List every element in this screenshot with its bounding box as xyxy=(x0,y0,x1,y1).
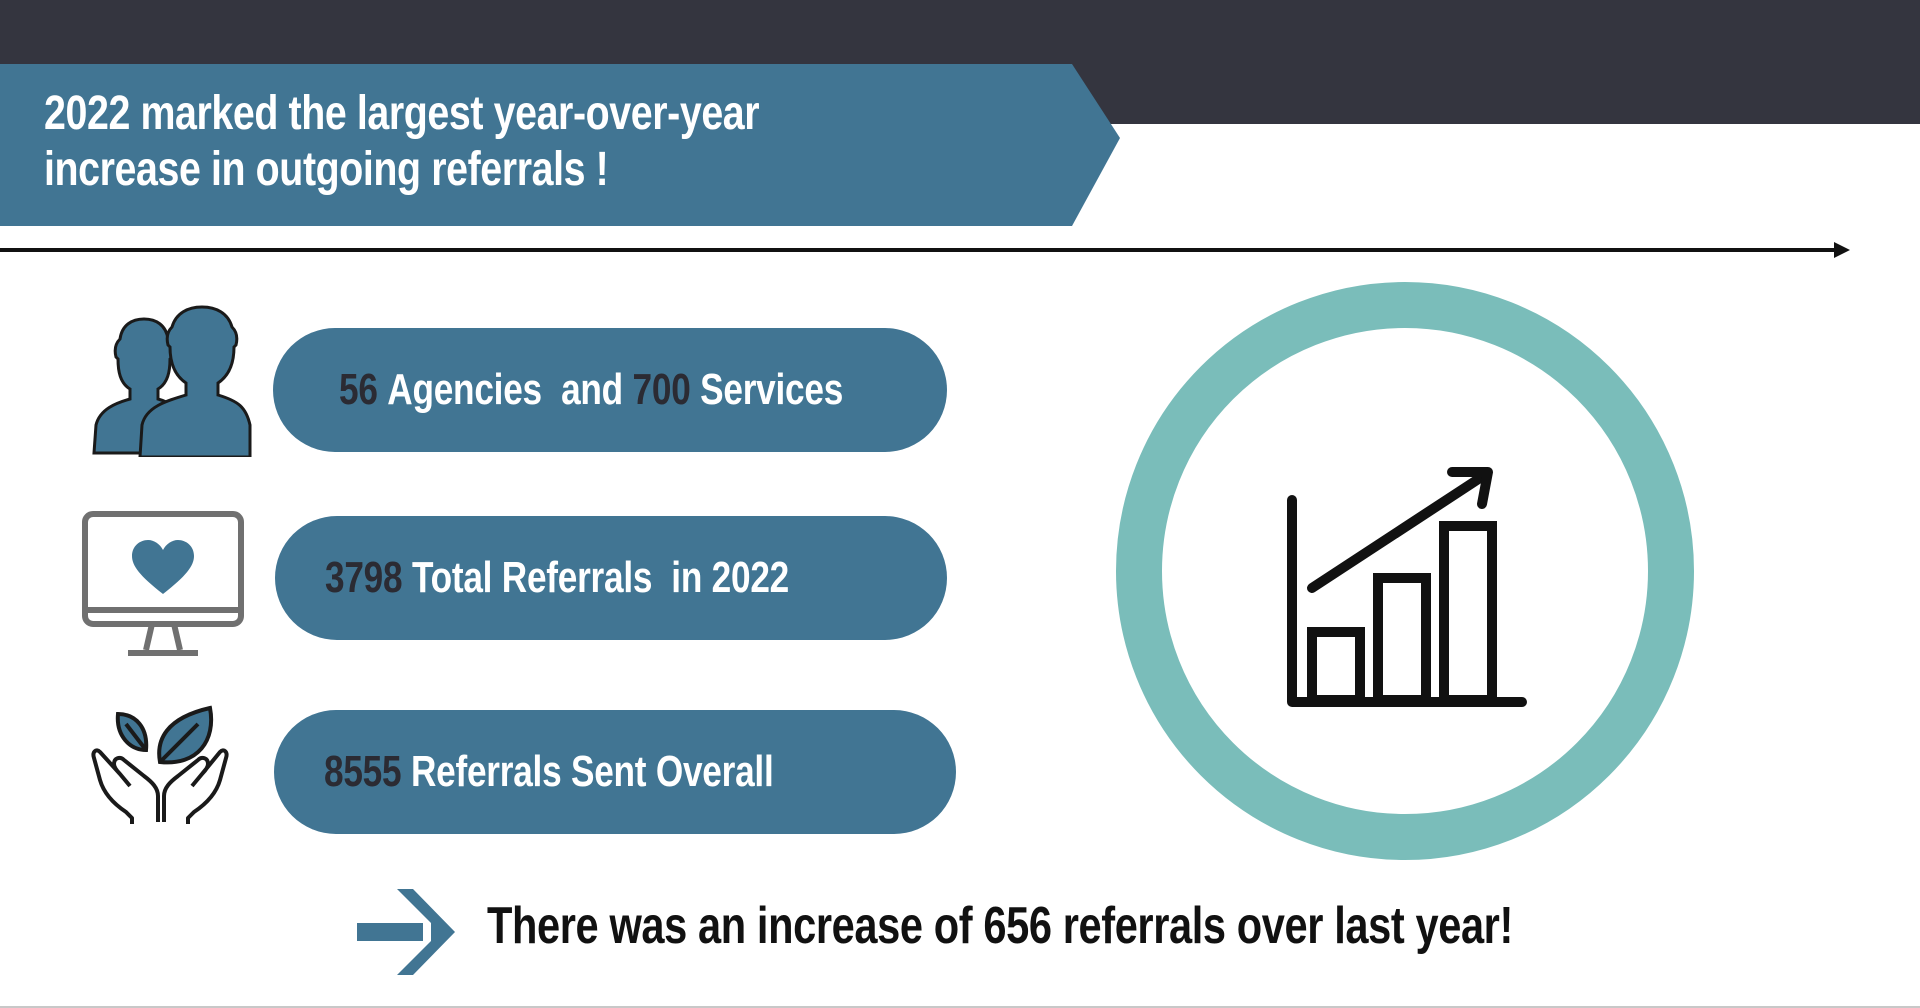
title-banner xyxy=(0,64,1120,226)
total-referrals-label: Total Referrals in 2022 xyxy=(411,553,789,602)
timeline-arrow-icon xyxy=(0,242,1850,258)
services-count: 700 xyxy=(632,365,691,414)
increase-statement: There was an increase of 656 referrals o… xyxy=(487,897,1513,955)
people-icon xyxy=(92,305,252,457)
referrals-sent-pill: 8555 Referrals Sent Overall xyxy=(274,710,956,834)
bar-chart-growth-icon xyxy=(1287,467,1527,707)
computer-heart-icon xyxy=(82,511,244,656)
agencies-count: 56 xyxy=(339,365,378,414)
right-arrow-icon xyxy=(357,889,455,975)
referrals-sent-label: Referrals Sent Overall xyxy=(410,747,774,796)
hands-leaves-icon xyxy=(91,705,229,824)
agencies-label: Agencies xyxy=(387,365,542,414)
total-referrals-count: 3798 xyxy=(325,553,403,602)
page-title: 2022 marked the largest year-over-year i… xyxy=(44,87,760,196)
bottom-divider xyxy=(0,1006,1920,1008)
growth-chart-circle xyxy=(1116,282,1694,860)
connector-and: and xyxy=(561,365,623,414)
agencies-services-pill: 56 Agencies and 700 Services xyxy=(273,328,947,452)
referrals-sent-count: 8555 xyxy=(324,747,402,796)
total-referrals-pill: 3798 Total Referrals in 2022 xyxy=(275,516,947,640)
services-label: Services xyxy=(700,365,844,414)
